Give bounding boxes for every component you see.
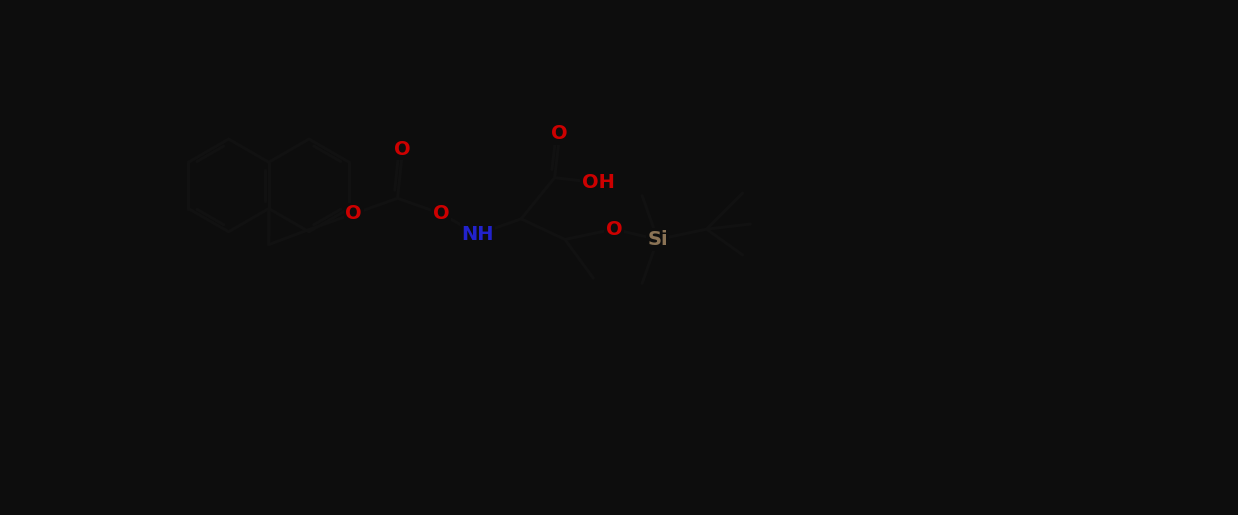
Text: O: O (551, 125, 568, 143)
Text: O: O (345, 204, 361, 223)
Text: Si: Si (647, 230, 669, 249)
Text: NH: NH (461, 225, 494, 244)
Text: O: O (433, 204, 449, 223)
Text: OH: OH (582, 174, 615, 192)
Text: O: O (605, 220, 623, 238)
Text: O: O (395, 140, 411, 159)
